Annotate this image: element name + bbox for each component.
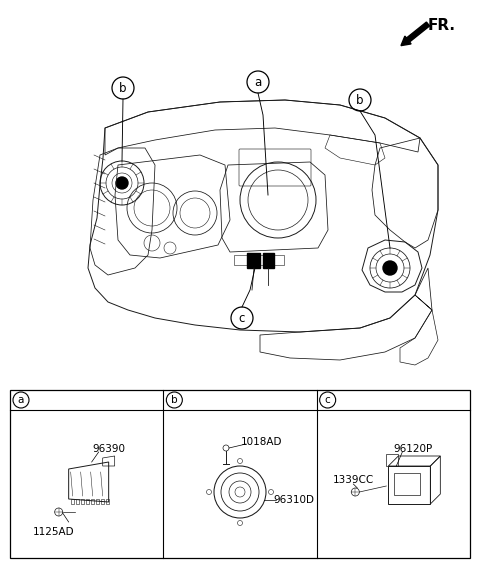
Circle shape bbox=[383, 261, 397, 275]
Bar bbox=[81, 499, 84, 504]
Bar bbox=[395, 473, 420, 495]
Bar bbox=[10, 390, 470, 558]
Text: a: a bbox=[18, 395, 24, 405]
Bar bbox=[101, 499, 104, 504]
Bar bbox=[388, 466, 431, 504]
Text: b: b bbox=[356, 93, 364, 107]
Bar bbox=[76, 499, 79, 504]
Text: 1018AD: 1018AD bbox=[241, 437, 283, 447]
Text: b: b bbox=[119, 82, 127, 95]
Bar bbox=[263, 253, 274, 268]
Text: 1125AD: 1125AD bbox=[33, 527, 74, 537]
Text: c: c bbox=[239, 311, 245, 324]
Bar bbox=[91, 499, 94, 504]
Text: 1339CC: 1339CC bbox=[333, 475, 374, 485]
Text: 96120P: 96120P bbox=[394, 444, 433, 454]
Bar bbox=[71, 499, 73, 504]
Bar bbox=[247, 253, 260, 268]
Bar bbox=[252, 255, 266, 265]
Text: 96390: 96390 bbox=[92, 444, 125, 454]
Text: a: a bbox=[254, 75, 262, 88]
Text: FR.: FR. bbox=[428, 18, 456, 33]
FancyArrow shape bbox=[401, 22, 430, 46]
Text: c: c bbox=[325, 395, 331, 405]
Bar bbox=[270, 255, 284, 265]
Bar bbox=[85, 499, 89, 504]
Text: 96310D: 96310D bbox=[274, 495, 314, 505]
Circle shape bbox=[116, 177, 128, 189]
Text: b: b bbox=[171, 395, 178, 405]
Bar bbox=[96, 499, 99, 504]
Bar bbox=[234, 255, 248, 265]
Bar bbox=[106, 499, 108, 504]
